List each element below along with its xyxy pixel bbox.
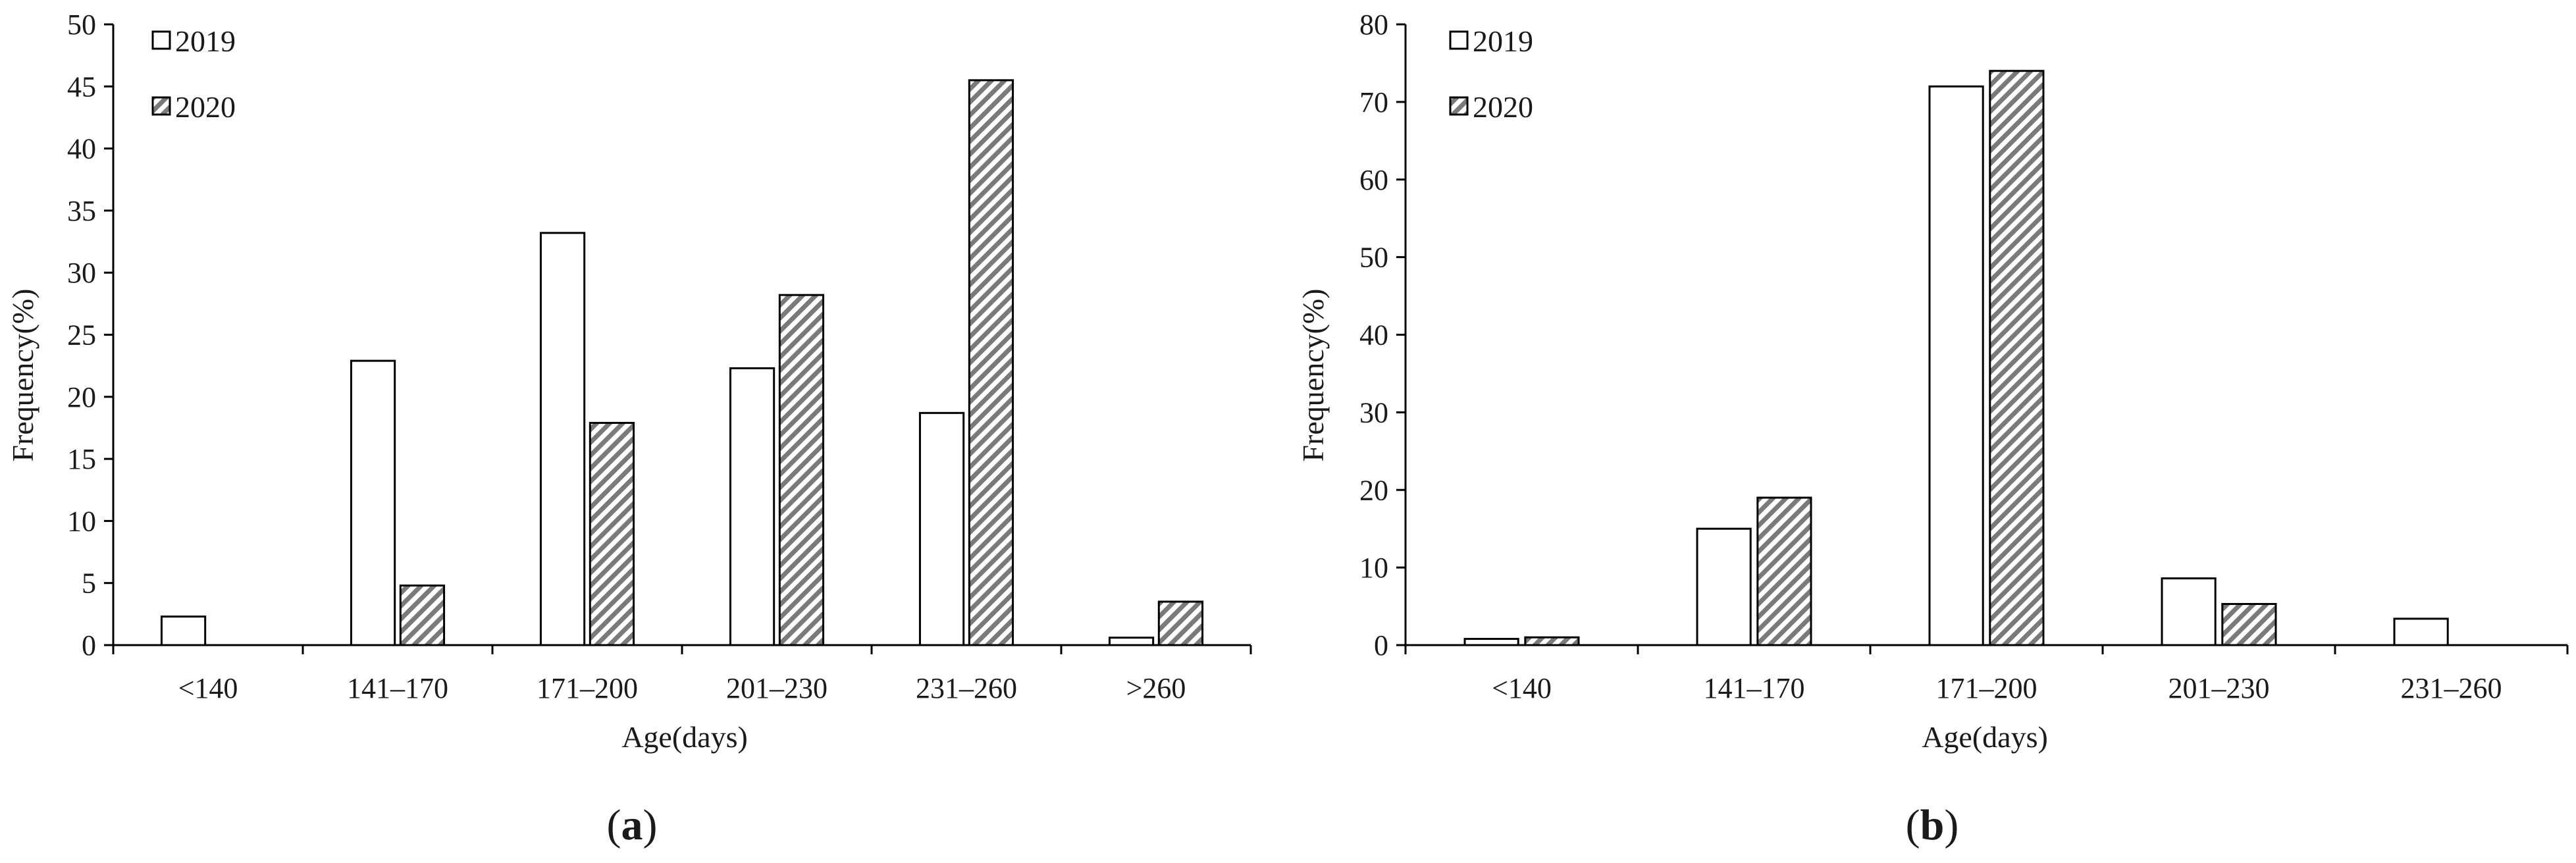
caption-a: (a)	[607, 801, 658, 849]
x-tick-label: 171–200	[537, 672, 638, 704]
legend-b: 2019 2020	[1449, 24, 1533, 124]
chart-panel-a: 0 5 10 15 20 25 30 35 40 45 50 <140 141–170 171–200 2…	[6, 9, 1252, 754]
bar-2020-2	[1989, 70, 2045, 646]
x-tick-label: 231–260	[916, 672, 1017, 704]
legend-a: 2019 2020	[151, 24, 236, 124]
bar-2019-1	[350, 359, 396, 646]
caption-b-close: )	[1944, 801, 1958, 849]
bar-2020-0	[1524, 636, 1580, 646]
chart-panel-b: 0 10 20 30 40 50 60 70 80 <140 141–170 171–200 201–…	[1296, 9, 2569, 754]
bar-2020-1	[1756, 496, 1812, 646]
y-tick-label: 5	[82, 567, 96, 600]
bar-2020-5	[1157, 600, 1204, 646]
y-tick-label: 10	[1359, 552, 1388, 584]
bar-2019-4	[918, 411, 965, 646]
x-tick-label: 201–230	[2169, 672, 2270, 704]
y-tick-label: 20	[1359, 474, 1388, 506]
bar-2019-3	[2161, 577, 2217, 646]
y-tick-label: 10	[67, 505, 96, 537]
legend-label-2019-a: 2019	[175, 24, 236, 58]
y-axis-ticks-a: 0 5 10 15 20 25 30 35 40 45 50	[67, 9, 113, 662]
x-axis-title-b: Age(days)	[1922, 720, 2048, 754]
y-tick-label: 50	[1359, 242, 1388, 274]
caption-a-close: )	[643, 801, 658, 849]
caption-a-letter: a	[621, 801, 643, 849]
x-tick-labels-b: <140 141–170 171–200 201–230 231–260	[1492, 672, 2502, 704]
bars-a	[160, 79, 1204, 646]
caption-b-open: (	[1906, 801, 1920, 849]
caption-a-open: (	[607, 801, 621, 849]
x-axis-title-a: Age(days)	[621, 720, 748, 754]
y-tick-label: 0	[82, 629, 96, 662]
y-axis-title-b: Frequency(%)	[1296, 288, 1330, 461]
x-tick-label: 201–230	[726, 672, 828, 704]
legend-swatch-2019-a	[151, 30, 171, 50]
axes-a	[112, 24, 1252, 654]
caption-b-letter: b	[1920, 801, 1945, 849]
bar-2020-3	[2221, 603, 2277, 646]
bar-2019-2	[539, 232, 586, 646]
caption-b: (b)	[1906, 801, 1959, 849]
y-tick-label: 45	[67, 70, 96, 103]
x-tick-label: <140	[178, 672, 238, 704]
y-tick-label: 35	[67, 195, 96, 227]
y-tick-label: 40	[1359, 319, 1388, 352]
bar-2019-5	[1108, 637, 1155, 646]
y-tick-label: 30	[1359, 396, 1388, 429]
legend-label-2020-a: 2020	[175, 90, 236, 124]
y-tick-label: 30	[67, 257, 96, 289]
y-tick-label: 60	[1359, 164, 1388, 196]
x-tick-label: 171–200	[1936, 672, 2037, 704]
legend-swatch-2019-b	[1449, 30, 1469, 50]
x-tick-label: >260	[1126, 672, 1186, 704]
x-tick-labels-a: <140 141–170 171–200 201–230 231–260 >260	[178, 672, 1186, 704]
x-tick-label: 141–170	[1704, 672, 1805, 704]
x-tick-label: <140	[1492, 672, 1552, 704]
x-tick-label: 141–170	[347, 672, 448, 704]
legend-swatch-2020-a	[151, 96, 171, 116]
y-tick-label: 20	[67, 381, 96, 413]
bar-2020-2	[589, 421, 635, 646]
legend-label-2019-b: 2019	[1473, 24, 1533, 58]
bar-2020-1	[399, 584, 446, 646]
bar-2019-1	[1696, 527, 1752, 646]
y-axis-ticks-b: 0 10 20 30 40 50 60 70 80	[1359, 9, 1406, 662]
bar-2019-4	[2393, 617, 2449, 646]
x-tick-label: 231–260	[2401, 672, 2502, 704]
bar-2020-3	[778, 294, 825, 646]
y-tick-label: 25	[67, 319, 96, 352]
axes-b	[1404, 24, 2569, 654]
bar-2019-2	[1928, 85, 1984, 646]
bar-2019-0	[160, 615, 207, 646]
legend-swatch-2020-b	[1449, 96, 1469, 116]
legend-label-2020-b: 2020	[1473, 90, 1533, 124]
y-axis-title-a: Frequency(%)	[6, 288, 39, 461]
bar-2019-3	[729, 367, 775, 646]
y-tick-label: 15	[67, 443, 96, 475]
bars-b	[1463, 70, 2449, 646]
y-tick-label: 0	[1374, 629, 1388, 662]
y-tick-label: 50	[67, 9, 96, 41]
y-tick-label: 70	[1359, 86, 1388, 118]
y-tick-label: 80	[1359, 9, 1388, 41]
bar-2020-4	[968, 79, 1014, 646]
y-tick-label: 40	[67, 133, 96, 165]
